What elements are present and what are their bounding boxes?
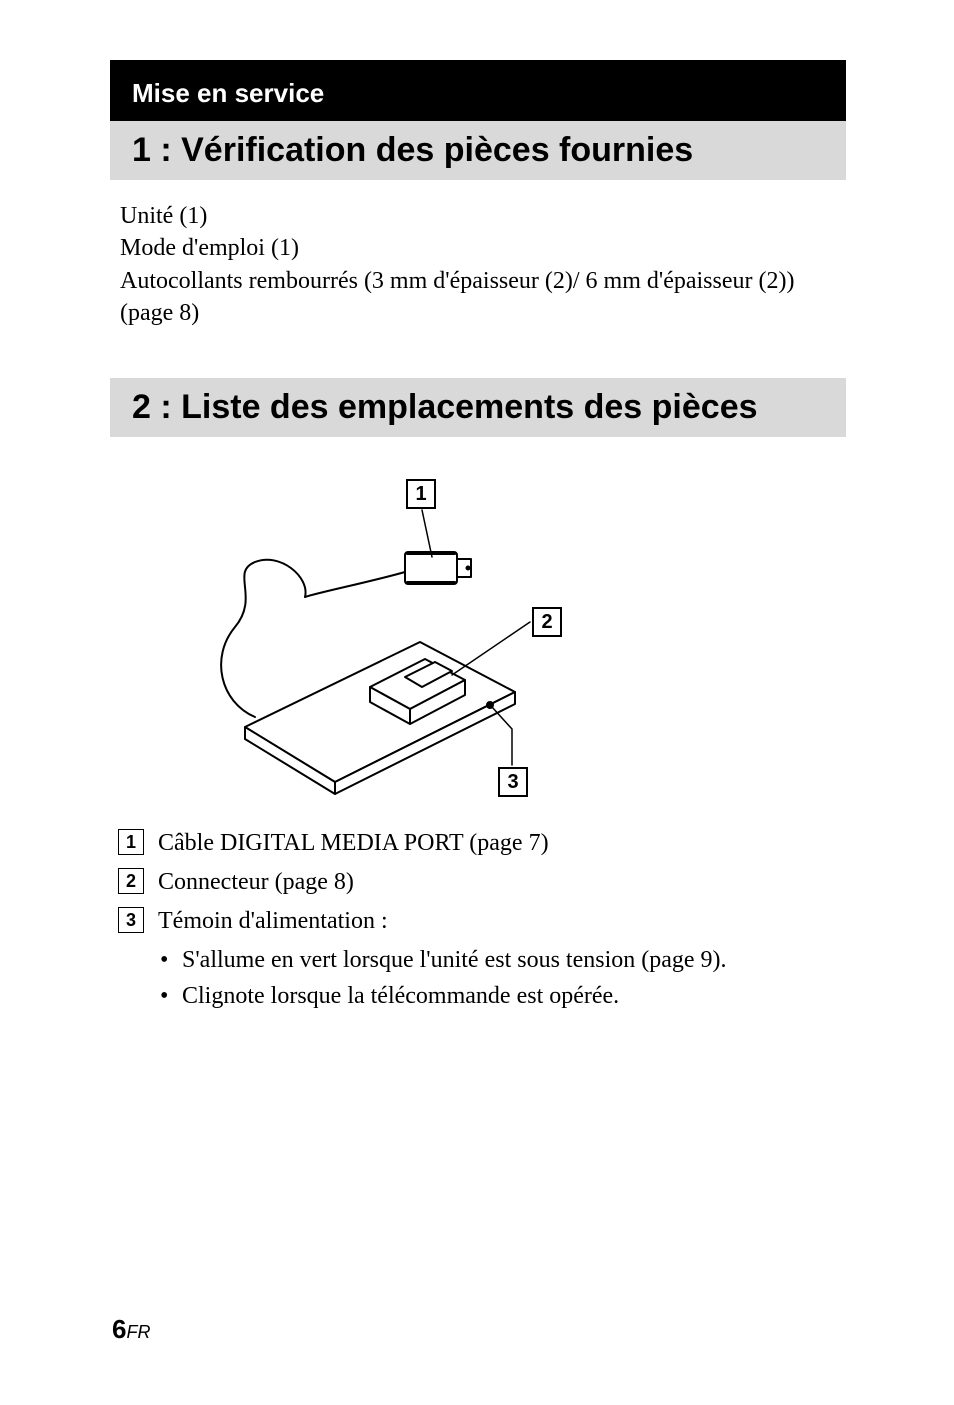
- section-label-bar: Mise en service: [110, 60, 846, 121]
- supplied-items-block: Unité (1) Mode d'emploi (1) Autocollants…: [120, 200, 840, 330]
- bullet-icon: •: [160, 942, 182, 978]
- supplied-line-2: Mode d'emploi (1): [120, 232, 840, 264]
- legend-item: 1 Câble DIGITAL MEDIA PORT (page 7): [118, 825, 838, 862]
- page-number-suffix: FR: [126, 1322, 150, 1342]
- page-number-value: 6: [112, 1314, 126, 1344]
- legend-num-2: 2: [118, 868, 144, 894]
- section-label-text: Mise en service: [132, 78, 324, 108]
- page-number: 6FR: [112, 1314, 150, 1345]
- callout-2: 2: [532, 607, 562, 637]
- heading-2-text: 2 : Liste des emplacements des pièces: [132, 388, 758, 426]
- legend-num-3: 3: [118, 907, 144, 933]
- callout-3: 3: [498, 767, 528, 797]
- legend-item: 2 Connecteur (page 8): [118, 864, 838, 901]
- supplied-line-3: Autocollants rembourrés (3 mm d'épaisseu…: [120, 265, 840, 330]
- legend-list: 1 Câble DIGITAL MEDIA PORT (page 7) 2 Co…: [118, 825, 838, 941]
- heading-1-text: 1 : Vérification des pièces fournies: [132, 131, 693, 169]
- legend-item: 3 Témoin d'alimentation :: [118, 903, 838, 940]
- bullet-icon: •: [160, 978, 182, 1014]
- callout-1: 1: [406, 479, 436, 509]
- legend-text-3: Témoin d'alimentation :: [158, 903, 838, 940]
- supplied-line-1: Unité (1): [120, 200, 840, 232]
- legend-text-2: Connecteur (page 8): [158, 864, 838, 901]
- sublist-text-1: S'allume en vert lorsque l'unité est sou…: [182, 942, 727, 978]
- sublist-text-2: Clignote lorsque la télécommande est opé…: [182, 978, 619, 1014]
- sublist-item: • Clignote lorsque la télécommande est o…: [160, 978, 840, 1014]
- heading-2: 2 : Liste des emplacements des pièces: [110, 378, 846, 437]
- legend-num-1: 1: [118, 829, 144, 855]
- heading-1: 1 : Vérification des pièces fournies: [110, 121, 846, 180]
- sublist-item: • S'allume en vert lorsque l'unité est s…: [160, 942, 840, 978]
- cradle-illustration: [160, 477, 780, 807]
- legend-text-1: Câble DIGITAL MEDIA PORT (page 7): [158, 825, 838, 862]
- legend-sublist: • S'allume en vert lorsque l'unité est s…: [160, 942, 840, 1014]
- parts-diagram: 1 2 3: [160, 477, 780, 807]
